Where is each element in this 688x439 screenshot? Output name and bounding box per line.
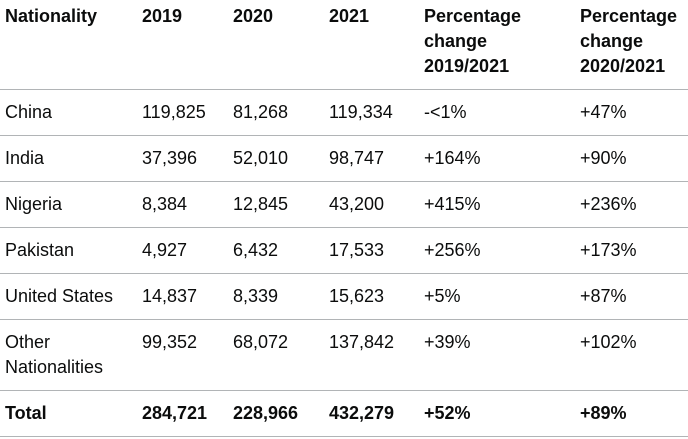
value-2020-cell: 81,268 bbox=[228, 89, 324, 136]
value-2019-cell: 99,352 bbox=[137, 319, 228, 391]
header-2019: 2019 bbox=[137, 0, 228, 90]
total-label: Total bbox=[0, 390, 137, 437]
header-line: 2019/2021 bbox=[424, 56, 510, 76]
header-line: Percentage bbox=[424, 6, 522, 26]
table-row: China 119,825 81,268 119,334 -<1% +47% bbox=[0, 89, 688, 136]
header-line: change bbox=[580, 31, 644, 51]
nationality-cell: Nigeria bbox=[0, 181, 137, 228]
change-2020-2021-cell: +102% bbox=[575, 319, 688, 391]
change-2019-2021-cell: +39% bbox=[419, 319, 575, 391]
total-row: Total 284,721 228,966 432,279 +52% +89% bbox=[0, 390, 688, 437]
value-2020-cell: 52,010 bbox=[228, 135, 324, 182]
table-row: Pakistan 4,927 6,432 17,533 +256% +173% bbox=[0, 227, 688, 274]
value-2019-cell: 37,396 bbox=[137, 135, 228, 182]
value-2021-cell: 43,200 bbox=[324, 181, 419, 228]
total-change-2020-2021-cell: +89% bbox=[575, 390, 688, 437]
change-2019-2021-cell: +415% bbox=[419, 181, 575, 228]
value-2020-cell: 6,432 bbox=[228, 227, 324, 274]
header-line: Percentage bbox=[580, 6, 678, 26]
nationality-cell: India bbox=[0, 135, 137, 182]
change-2019-2021-cell: +5% bbox=[419, 273, 575, 320]
change-2019-2021-cell: -<1% bbox=[419, 89, 575, 136]
change-2020-2021-cell: +90% bbox=[575, 135, 688, 182]
header-row: Nationality 2019 2020 2021 Percentage ch… bbox=[0, 0, 688, 90]
value-2021-cell: 137,842 bbox=[324, 319, 419, 391]
change-2019-2021-cell: +164% bbox=[419, 135, 575, 182]
header-line: change bbox=[424, 31, 488, 51]
value-2021-cell: 17,533 bbox=[324, 227, 419, 274]
nationality-cell: Other Nationalities bbox=[0, 319, 137, 391]
table-row: United States 14,837 8,339 15,623 +5% +8… bbox=[0, 273, 688, 320]
value-2019-cell: 14,837 bbox=[137, 273, 228, 320]
value-2021-cell: 98,747 bbox=[324, 135, 419, 182]
header-2021: 2021 bbox=[324, 0, 419, 90]
header-2020: 2020 bbox=[228, 0, 324, 90]
value-2019-cell: 4,927 bbox=[137, 227, 228, 274]
table-row: Other Nationalities 99,352 68,072 137,84… bbox=[0, 319, 688, 391]
nationality-cell: Pakistan bbox=[0, 227, 137, 274]
value-2021-cell: 119,334 bbox=[324, 89, 419, 136]
total-2019-cell: 284,721 bbox=[137, 390, 228, 437]
total-2020-cell: 228,966 bbox=[228, 390, 324, 437]
header-percentage-change-2020-2021: Percentage change 2020/2021 bbox=[575, 0, 688, 90]
total-change-2019-2021-cell: +52% bbox=[419, 390, 575, 437]
value-2019-cell: 119,825 bbox=[137, 89, 228, 136]
value-2020-cell: 8,339 bbox=[228, 273, 324, 320]
nationality-cell: United States bbox=[0, 273, 137, 320]
value-2020-cell: 68,072 bbox=[228, 319, 324, 391]
change-2020-2021-cell: +173% bbox=[575, 227, 688, 274]
change-2019-2021-cell: +256% bbox=[419, 227, 575, 274]
table-row: Nigeria 8,384 12,845 43,200 +415% +236% bbox=[0, 181, 688, 228]
change-2020-2021-cell: +87% bbox=[575, 273, 688, 320]
change-2020-2021-cell: +236% bbox=[575, 181, 688, 228]
header-nationality: Nationality bbox=[0, 0, 137, 90]
value-2021-cell: 15,623 bbox=[324, 273, 419, 320]
header-line: 2020/2021 bbox=[580, 56, 666, 76]
change-2020-2021-cell: +47% bbox=[575, 89, 688, 136]
table-row: India 37,396 52,010 98,747 +164% +90% bbox=[0, 135, 688, 182]
header-percentage-change-2019-2021: Percentage change 2019/2021 bbox=[419, 0, 575, 90]
nationality-cell: China bbox=[0, 89, 137, 136]
total-2021-cell: 432,279 bbox=[324, 390, 419, 437]
value-2020-cell: 12,845 bbox=[228, 181, 324, 228]
value-2019-cell: 8,384 bbox=[137, 181, 228, 228]
